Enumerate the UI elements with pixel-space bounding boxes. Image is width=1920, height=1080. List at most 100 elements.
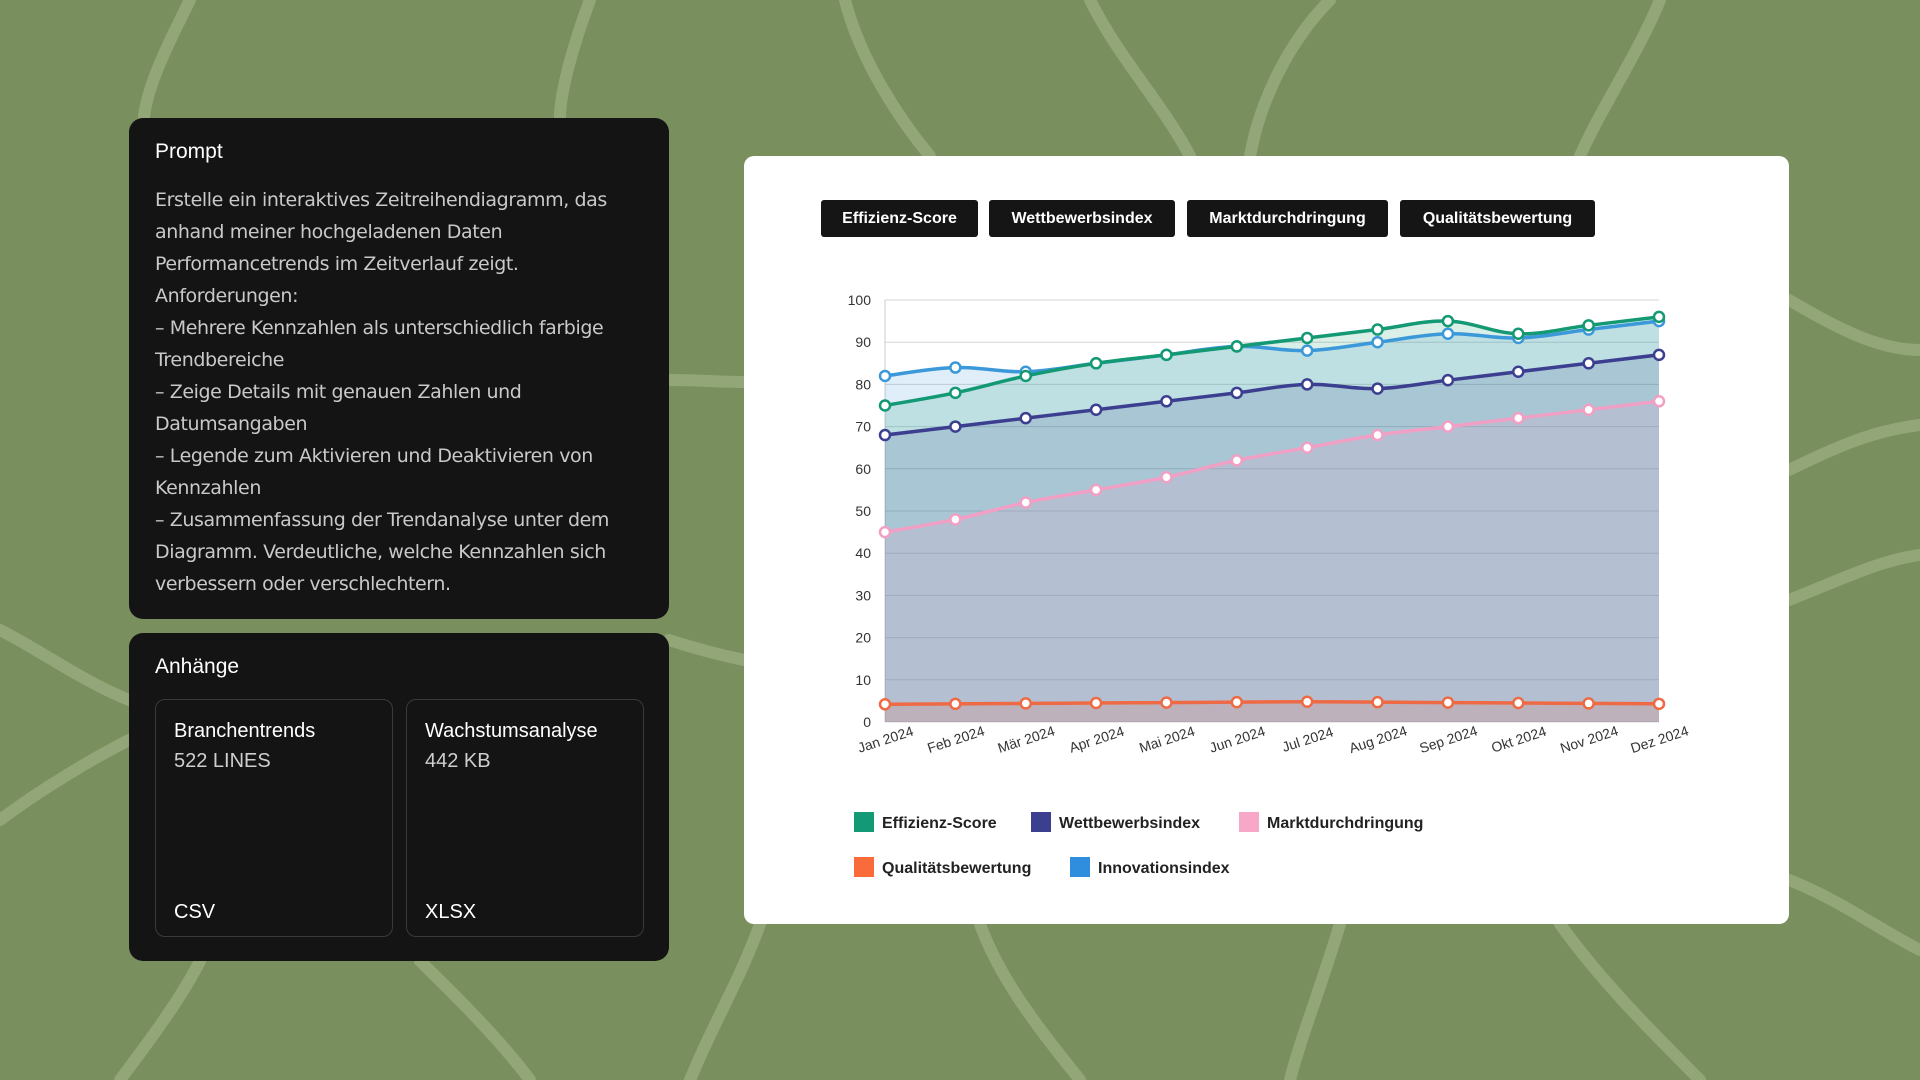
data-point xyxy=(1441,420,1455,433)
area-marktdurchdringung xyxy=(885,401,1659,722)
y-tick-label: 50 xyxy=(855,503,871,519)
metric-tab-wettbewerbsindex[interactable]: Wettbewerbsindex xyxy=(989,200,1175,237)
data-point xyxy=(1582,403,1595,416)
x-tick-label: Nov 2024 xyxy=(1558,722,1620,756)
x-tick-label: Feb 2024 xyxy=(925,722,986,756)
data-point xyxy=(878,399,892,412)
data-point xyxy=(1089,483,1103,497)
area-effizienz-score xyxy=(885,316,1659,722)
legend-swatch xyxy=(1070,857,1090,877)
metric-tab-effizienz-score[interactable]: Effizienz-Score xyxy=(821,200,978,237)
legend-item[interactable]: Effizienz-Score xyxy=(882,815,997,832)
data-point xyxy=(1300,344,1314,357)
attachment-card-csv[interactable]: Branchentrends 522 LINES CSV xyxy=(155,699,393,937)
data-point xyxy=(878,698,892,711)
data-point xyxy=(1371,335,1384,349)
data-point xyxy=(1441,373,1455,387)
attachment-size: 522 LINES xyxy=(174,750,271,772)
data-point xyxy=(1300,378,1314,391)
chart-card: Effizienz-Score Wettbewerbsindex Marktdu… xyxy=(744,156,1789,924)
data-point xyxy=(1512,696,1525,710)
y-tick-label: 90 xyxy=(855,334,871,350)
x-tick-label: Mär 2024 xyxy=(996,722,1057,756)
attachments-panel: Anhänge Branchentrends 522 LINES CSV Wac… xyxy=(129,633,669,961)
series-line-marktdurchdringung xyxy=(883,399,1661,534)
series-line-qualitätsbewertung xyxy=(883,699,1661,707)
data-point xyxy=(1089,696,1103,710)
attachment-type: CSV xyxy=(174,901,216,923)
attachment-size: 442 KB xyxy=(425,750,491,772)
area-innovationsindex xyxy=(885,321,1659,722)
data-point xyxy=(1160,696,1173,709)
data-point xyxy=(1512,327,1525,341)
y-tick-label: 100 xyxy=(848,292,872,308)
data-point xyxy=(878,428,892,442)
area-qualitätsbewertung xyxy=(885,701,1659,722)
data-point xyxy=(1019,411,1032,425)
data-point xyxy=(1160,348,1173,362)
y-tick-label: 0 xyxy=(863,714,871,730)
legend-item[interactable]: Wettbewerbsindex xyxy=(1059,815,1200,832)
data-point xyxy=(1441,314,1455,328)
data-point xyxy=(1512,411,1525,425)
data-point xyxy=(1371,323,1384,336)
data-point xyxy=(1582,319,1595,332)
y-tick-label: 60 xyxy=(855,461,871,477)
metric-tab-qualitaetsbewertung[interactable]: Qualitätsbewertung xyxy=(1400,200,1595,237)
data-point xyxy=(1230,386,1244,400)
attachment-name: Branchentrends xyxy=(174,720,316,742)
series-line-wettbewerbsindex xyxy=(883,353,1661,437)
prompt-title: Prompt xyxy=(155,140,223,163)
data-point xyxy=(1019,697,1032,710)
legend-swatch xyxy=(1031,812,1051,832)
data-point xyxy=(1371,428,1384,442)
data-point xyxy=(1089,357,1103,370)
data-point xyxy=(949,420,962,433)
y-tick-label: 70 xyxy=(855,419,871,435)
legend-item[interactable]: Qualitätsbewertung xyxy=(882,860,1031,877)
data-point xyxy=(1300,331,1314,345)
data-point xyxy=(1019,369,1032,383)
x-tick-label: Okt 2024 xyxy=(1489,723,1548,756)
attachments-title: Anhänge xyxy=(155,655,240,678)
x-tick-label: Mai 2024 xyxy=(1137,723,1197,756)
data-point xyxy=(1441,327,1455,341)
metric-tab-marktdurchdringung[interactable]: Marktdurchdringung xyxy=(1187,200,1388,237)
y-tick-label: 20 xyxy=(855,630,871,646)
prompt-text: Erstelle ein interaktives Zeitreihendiag… xyxy=(155,189,610,595)
data-point xyxy=(1441,696,1455,709)
data-point xyxy=(1019,496,1032,509)
data-point xyxy=(949,361,962,374)
attachment-type: XLSX xyxy=(425,901,477,923)
data-point xyxy=(1230,340,1244,353)
attachment-name: Wachstumsanalyse xyxy=(425,720,598,742)
series-line-effizienz-score xyxy=(883,315,1661,408)
x-tick-label: Jun 2024 xyxy=(1207,723,1267,756)
data-point xyxy=(1371,382,1384,395)
data-point xyxy=(1652,697,1666,711)
data-point xyxy=(1582,697,1595,710)
legend-item[interactable]: Innovationsindex xyxy=(1098,860,1230,877)
legend-item[interactable]: Marktdurchdringung xyxy=(1267,815,1423,832)
data-point xyxy=(1230,454,1244,467)
x-tick-label: Jul 2024 xyxy=(1280,723,1335,755)
data-point xyxy=(1512,365,1525,378)
legend-swatch xyxy=(854,812,874,832)
data-point xyxy=(1582,357,1595,370)
data-point xyxy=(949,513,962,526)
data-point xyxy=(949,697,962,711)
data-point xyxy=(1160,395,1173,408)
x-tick-label: Dez 2024 xyxy=(1628,722,1690,756)
y-tick-label: 10 xyxy=(855,672,871,688)
attachment-card-xlsx[interactable]: Wachstumsanalyse 442 KB XLSX xyxy=(406,699,644,937)
data-point xyxy=(878,525,892,539)
data-point xyxy=(1300,441,1314,454)
data-point xyxy=(878,369,892,383)
prompt-panel: Prompt Erstelle ein interaktives Zeitrei… xyxy=(129,118,669,619)
data-point xyxy=(1300,695,1314,708)
legend-swatch xyxy=(1239,812,1259,832)
y-tick-label: 40 xyxy=(855,545,871,561)
area-wettbewerbsindex xyxy=(885,354,1659,722)
